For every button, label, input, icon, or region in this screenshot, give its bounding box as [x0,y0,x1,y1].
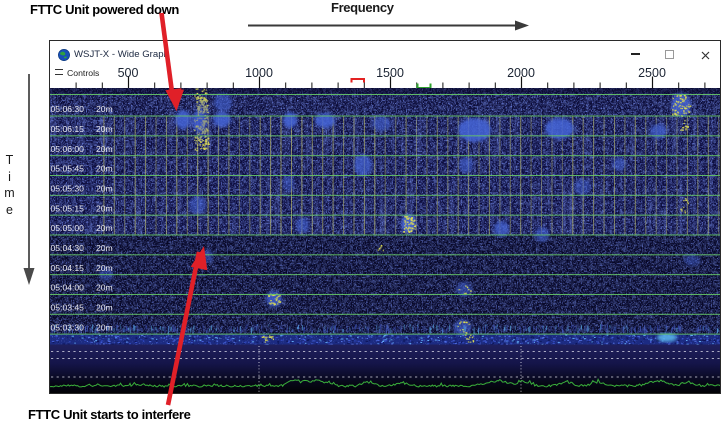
svg-text:20m: 20m [96,203,113,213]
svg-text:2000: 2000 [507,66,535,80]
svg-text:05:04:15: 05:04:15 [51,263,85,273]
svg-text:05:03:45: 05:03:45 [51,303,85,313]
svg-text:1500: 1500 [376,66,404,80]
svg-text:20m: 20m [96,322,113,332]
svg-text:500: 500 [118,66,139,80]
svg-text:20m: 20m [96,124,113,134]
svg-text:05:05:00: 05:05:00 [51,223,85,233]
svg-text:05:04:30: 05:04:30 [51,243,85,253]
svg-text:05:06:30: 05:06:30 [51,104,85,114]
svg-text:05:03:30: 05:03:30 [51,322,85,332]
svg-text:20m: 20m [96,164,113,174]
svg-text:20m: 20m [96,263,113,273]
svg-text:20m: 20m [96,243,113,253]
svg-text:20m: 20m [96,223,113,233]
svg-text:05:05:45: 05:05:45 [51,164,85,174]
svg-text:1000: 1000 [245,66,273,80]
svg-text:05:04:00: 05:04:00 [51,283,85,293]
svg-text:20m: 20m [96,283,113,293]
svg-text:20m: 20m [96,184,113,194]
svg-text:20m: 20m [96,144,113,154]
svg-text:05:06:15: 05:06:15 [51,124,85,134]
svg-text:05:06:00: 05:06:00 [51,144,85,154]
svg-text:05:05:15: 05:05:15 [51,203,85,213]
svg-text:20m: 20m [96,303,113,313]
svg-text:2500: 2500 [638,66,666,80]
svg-text:05:05:30: 05:05:30 [51,184,85,194]
svg-text:20m: 20m [96,104,113,114]
